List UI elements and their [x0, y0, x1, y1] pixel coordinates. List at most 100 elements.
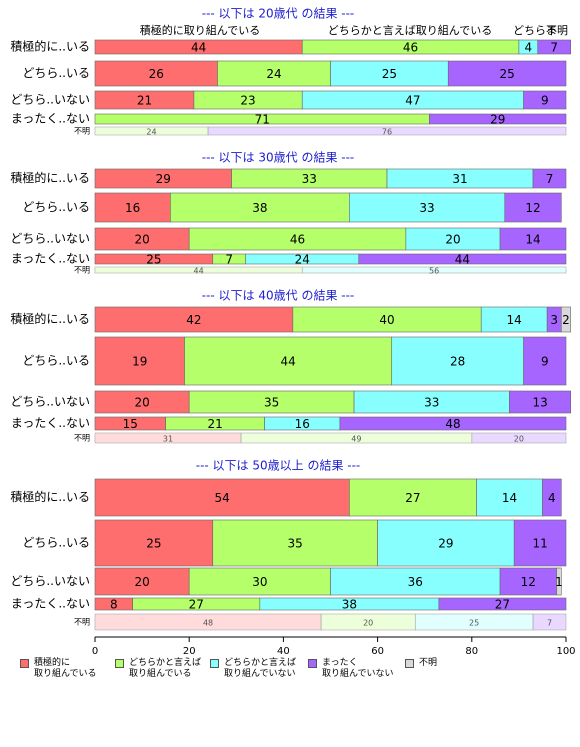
column-label: 不明: [546, 24, 568, 37]
bar-segment: [330, 567, 501, 596]
row-label: 積極的に..いる: [10, 39, 90, 54]
value-label: 33: [424, 396, 439, 410]
bar-segment: [301, 266, 567, 274]
bar-segment: [391, 336, 524, 386]
value-label: 31: [163, 435, 173, 444]
value-label: 33: [302, 172, 317, 186]
value-label: 49: [351, 435, 361, 444]
x-tick-label: 0: [92, 646, 98, 655]
column-label: どちらかと言えば取り組んでいる: [328, 24, 492, 37]
bar-segment: [170, 192, 350, 223]
value-label: 76: [382, 128, 392, 137]
bar-segment: [339, 416, 567, 431]
value-label: 42: [186, 313, 201, 327]
bar-segment: [438, 597, 567, 611]
bar-segment: [537, 39, 572, 55]
row-label: 積極的に..いる: [10, 311, 90, 326]
x-tick-label: 40: [277, 646, 290, 655]
legend-swatch: [405, 659, 414, 668]
value-label: 2: [562, 313, 570, 327]
value-label: 48: [203, 619, 213, 628]
bar-segment: [349, 192, 506, 223]
value-label: 36: [408, 575, 423, 589]
bar-segment: [499, 227, 567, 251]
row-label: 不明: [74, 127, 90, 136]
panel-title: --- 以下は 50歳以上 の結果 ---: [196, 459, 361, 473]
bar-segment: [217, 60, 331, 87]
value-label: 44: [280, 355, 295, 369]
value-label: 35: [264, 396, 279, 410]
bar-segment: [523, 336, 567, 386]
row-label: まったく..ない: [11, 252, 90, 266]
legend-swatch: [308, 659, 317, 668]
row-label: 積極的に..いる: [10, 170, 90, 185]
legend-item: どちらかと言えば 取り組んでいる: [115, 658, 201, 680]
value-label: 7: [225, 253, 233, 267]
x-tick-label: 20: [183, 646, 196, 655]
legend-swatch: [210, 659, 219, 668]
value-label: 15: [123, 417, 138, 431]
legend-swatch: [115, 659, 124, 668]
value-label: 27: [405, 491, 420, 505]
value-label: 44: [191, 41, 206, 55]
legend: 積極的に 取り組んでいる どちらかと言えば 取り組んでいる どちらかと言えば 取り組…: [0, 658, 580, 688]
value-label: 48: [445, 417, 460, 431]
legend-label: 積極的に 取り組んでいる: [34, 658, 97, 679]
value-label: 38: [342, 598, 357, 612]
value-label: 40: [379, 313, 394, 327]
value-label: 20: [445, 233, 460, 247]
value-label: 20: [363, 619, 373, 628]
panel-title: --- 以下は 40歳代 の結果 ---: [202, 289, 355, 303]
value-label: 29: [156, 172, 171, 186]
bar-segment: [560, 306, 572, 333]
value-label: 8: [110, 598, 118, 612]
value-label: 54: [215, 491, 230, 505]
value-label: 29: [490, 113, 505, 127]
value-label: 20: [134, 396, 149, 410]
bar-segment: [504, 192, 562, 223]
legend-item: 不明: [405, 658, 437, 669]
row-label: どちら..いない: [10, 93, 90, 107]
row-label: どちら..いない: [10, 232, 90, 246]
value-label: 20: [134, 575, 149, 589]
panel-title: --- 以下は 20歳代 の結果 ---: [202, 7, 355, 21]
legend-item: どちらかと言えば 取り組んでいない: [210, 658, 296, 680]
value-label: 21: [207, 417, 222, 431]
bar-segment: [94, 567, 190, 596]
value-label: 4: [548, 491, 556, 505]
bar-segment: [94, 519, 214, 567]
value-label: 25: [146, 253, 161, 267]
row-label: どちら..いる: [22, 200, 90, 214]
bar-segment: [542, 478, 562, 517]
legend-label: まったく 取り組んでいない: [322, 658, 394, 679]
value-label: 16: [295, 417, 310, 431]
bar-segment: [94, 478, 350, 517]
value-label: 9: [541, 94, 549, 108]
row-label: どちら..いる: [22, 536, 90, 550]
value-label: 21: [137, 94, 152, 108]
row-label: 不明: [74, 434, 90, 443]
value-label: 33: [419, 201, 434, 215]
legend-label: どちらかと言えば 取り組んでいない: [224, 658, 297, 679]
bar-segment: [330, 60, 449, 87]
x-tick-label: 80: [465, 646, 478, 655]
value-label: 25: [382, 67, 397, 81]
value-label: 27: [189, 598, 204, 612]
row-label: まったく..ない: [11, 416, 90, 430]
value-label: 56: [429, 267, 439, 276]
value-label: 71: [255, 113, 270, 127]
value-label: 46: [403, 41, 418, 55]
value-label: 9: [541, 355, 549, 369]
value-label: 27: [495, 598, 510, 612]
bar-segment: [532, 613, 567, 631]
value-label: 1: [555, 575, 563, 589]
column-label: どちらま: [513, 24, 557, 37]
value-label: 29: [438, 537, 453, 551]
row-label: まったく..ない: [11, 597, 90, 611]
value-label: 20: [134, 233, 149, 247]
bar-segment: [94, 192, 171, 223]
value-label: 46: [290, 233, 305, 247]
bar-segment: [513, 519, 567, 567]
bar-segment: [523, 90, 567, 110]
